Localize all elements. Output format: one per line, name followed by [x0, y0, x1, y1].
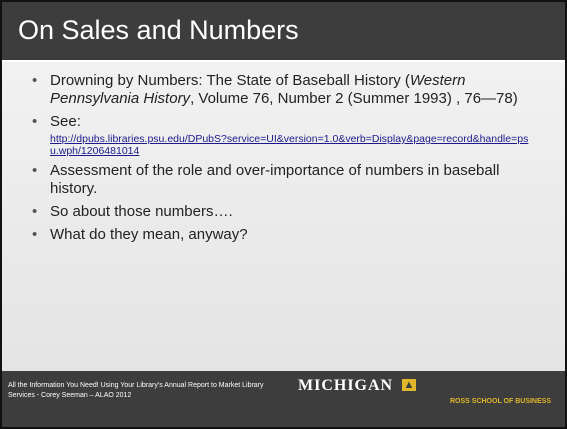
bullet-italic: Western Pennsylvania History — [50, 72, 466, 107]
logo-word: MICHIGAN — [298, 377, 394, 394]
logo-subtitle: ROSS SCHOOL OF BUSINESS — [450, 398, 551, 405]
slide-title: On Sales and Numbers — [18, 15, 299, 45]
bullet: So about those numbers…. — [30, 203, 535, 221]
title-bar: On Sales and Numbers — [2, 2, 565, 62]
bullet-list: Drowning by Numbers: The State of Baseba… — [30, 72, 535, 249]
bullet: Assessment of the role and over-importan… — [30, 162, 535, 198]
logo-icon: ▲ — [402, 379, 416, 391]
bullet-text: Assessment of the role and over-importan… — [50, 162, 500, 197]
footer-text: All the Information You Need! Using Your… — [8, 382, 264, 399]
bullet-text: Drowning by Numbers: The State of Baseba… — [50, 72, 410, 89]
link[interactable]: http://dpubs.libraries.psu.edu/DPubS?ser… — [50, 133, 529, 157]
bullet: See: http://dpubs.libraries.psu.edu/DPubS… — [30, 113, 535, 157]
bullet: Drowning by Numbers: The State of Baseba… — [30, 72, 535, 108]
bullet-text: So about those numbers…. — [50, 203, 233, 220]
footer: All the Information You Need! Using Your… — [2, 371, 565, 427]
bullet-text: , Volume 76, Number 2 (Summer 1993) , 76… — [190, 90, 518, 107]
bullet: What do they mean, anyway? — [30, 226, 535, 244]
bullet-text: See: — [50, 113, 81, 130]
bullet-text: What do they mean, anyway? — [50, 226, 248, 243]
